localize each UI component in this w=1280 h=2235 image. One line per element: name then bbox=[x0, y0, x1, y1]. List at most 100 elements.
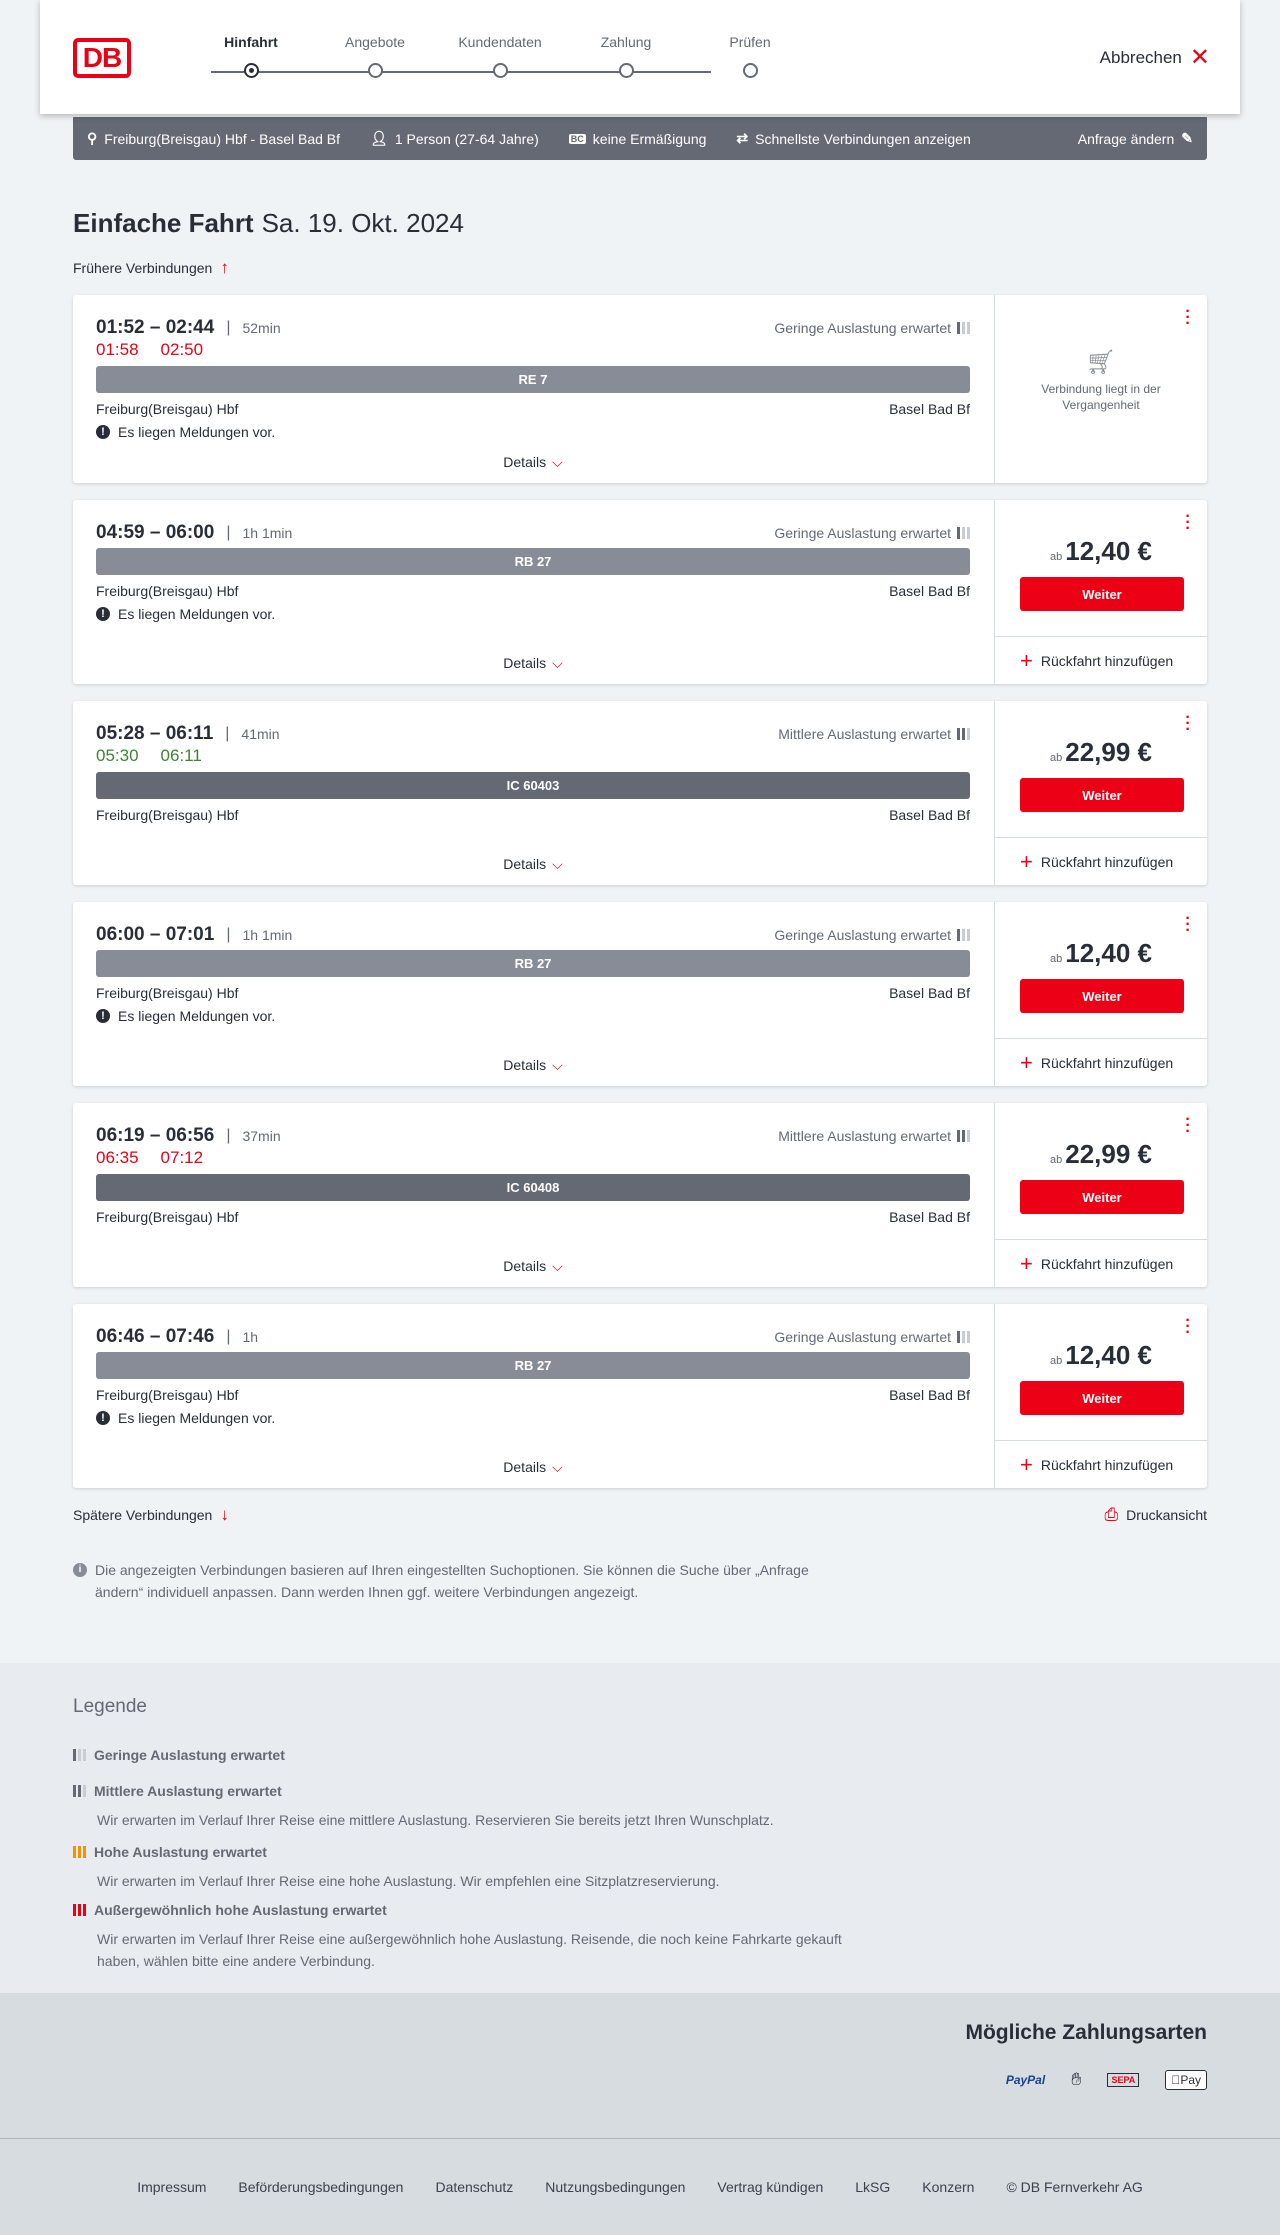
arrival-station: Basel Bad Bf bbox=[889, 1387, 970, 1403]
return-label: Rückfahrt hinzufügen bbox=[1040, 1255, 1174, 1272]
occupancy-status: Mittlere Auslastung erwartet bbox=[778, 726, 970, 742]
train-bar[interactable]: RB 27 bbox=[96, 548, 970, 575]
add-return-button[interactable]: + Rückfahrt hinzufügen bbox=[995, 1239, 1207, 1287]
occupancy-icon bbox=[957, 1331, 970, 1343]
occupancy-label: Geringe Auslastung erwartet bbox=[774, 525, 951, 541]
arrival-station: Basel Bad Bf bbox=[889, 401, 970, 417]
later-connections-link[interactable]: Spätere Verbindungen ↓ bbox=[73, 1505, 229, 1525]
connection-card: 04:59 – 06:00 | 1h 1min Geringe Auslastung… bbox=[73, 500, 1207, 684]
footer-link[interactable]: Konzern bbox=[922, 2179, 975, 2195]
occupancy-icon bbox=[73, 1749, 86, 1761]
footer-link[interactable]: LkSG bbox=[855, 2179, 891, 2195]
location-pin-icon: ⚲ bbox=[87, 130, 98, 146]
footer-link[interactable]: Nutzungsbedingungen bbox=[545, 2179, 686, 2195]
add-return-button[interactable]: + Rückfahrt hinzufügen bbox=[995, 837, 1207, 885]
more-options-icon[interactable]: · · · bbox=[1185, 910, 1191, 939]
past-connection-notice: 🛒︎ Verbindung liegt in der Vergangenheit bbox=[995, 349, 1207, 413]
continue-button[interactable]: Weiter bbox=[1020, 979, 1184, 1013]
price: ab 22,99 € bbox=[995, 737, 1207, 768]
realtime-arrival: 07:12 bbox=[160, 1148, 204, 1167]
occupancy-label: Geringe Auslastung erwartet bbox=[774, 1329, 951, 1345]
alert-icon: ! bbox=[96, 1009, 110, 1023]
duration: 41min bbox=[241, 726, 280, 742]
continue-button[interactable]: Weiter bbox=[1020, 1381, 1184, 1415]
details-toggle[interactable]: Details ⌵ bbox=[96, 1459, 970, 1476]
cart-unavailable-icon: 🛒︎ bbox=[1085, 349, 1117, 376]
occupancy-label: Geringe Auslastung erwartet bbox=[774, 320, 951, 336]
duration: 1h 1min bbox=[242, 525, 293, 541]
more-options-icon[interactable]: · · · bbox=[1185, 303, 1191, 332]
details-toggle[interactable]: Details ⌵ bbox=[96, 856, 970, 873]
footer-link[interactable]: Datenschutz bbox=[435, 2179, 514, 2195]
fastest-toggle[interactable]: ⇄ Schnellste Verbindungen anzeigen bbox=[736, 130, 970, 147]
train-bar[interactable]: RE 7 bbox=[96, 366, 970, 393]
occupancy-icon bbox=[73, 1846, 86, 1858]
scheduled-times: 06:46 – 07:46 bbox=[96, 1326, 215, 1347]
price-value: 12,40 € bbox=[1065, 938, 1152, 968]
train-bar[interactable]: RB 27 bbox=[96, 1352, 970, 1379]
db-logo[interactable]: DB bbox=[73, 38, 131, 78]
step-label: Prüfen bbox=[729, 34, 771, 50]
add-return-button[interactable]: + Rückfahrt hinzufügen bbox=[995, 636, 1207, 684]
details-toggle[interactable]: Details ⌵ bbox=[96, 1258, 970, 1275]
return-label: Rückfahrt hinzufügen bbox=[1040, 1054, 1174, 1071]
connection-card: 05:28 – 06:11 | 41min Mittlere Auslastung … bbox=[73, 701, 1207, 885]
contactless-card-icon: ✋︎ bbox=[1071, 2069, 1082, 2089]
add-return-button[interactable]: + Rückfahrt hinzufügen bbox=[995, 1440, 1207, 1488]
footer-link[interactable]: © DB Fernverkehr AG bbox=[1006, 2179, 1143, 2195]
message-text: Es liegen Meldungen vor. bbox=[118, 1410, 276, 1426]
connection-card: 01:52 – 02:44 | 52min Geringe Auslastung e… bbox=[73, 295, 1207, 483]
return-label: Rückfahrt hinzufügen bbox=[1040, 853, 1174, 870]
more-options-icon[interactable]: · · · bbox=[1185, 1111, 1191, 1140]
alert-icon: ! bbox=[96, 425, 110, 439]
details-toggle[interactable]: Details ⌵ bbox=[96, 1057, 970, 1074]
details-toggle[interactable]: Details ⌵ bbox=[96, 454, 970, 471]
footer-link[interactable]: Beförderungsbedingungen bbox=[238, 2179, 404, 2195]
add-return-button[interactable]: + Rückfahrt hinzufügen bbox=[995, 1038, 1207, 1086]
chevron-down-icon: ⌵ bbox=[552, 856, 563, 872]
connection-card: 06:00 – 07:01 | 1h 1min Geringe Auslastung… bbox=[73, 902, 1207, 1086]
step-dot bbox=[619, 63, 634, 78]
realtime-times: 06:35 07:12 bbox=[96, 1148, 203, 1168]
pencil-icon: ✎ bbox=[1181, 130, 1193, 146]
change-request-button[interactable]: Anfrage ändern ✎ bbox=[1078, 130, 1193, 147]
duration: 1h bbox=[242, 1329, 259, 1345]
arrow-down-icon: ↓ bbox=[220, 1505, 229, 1524]
legend-label: Geringe Auslastung erwartet bbox=[94, 1747, 285, 1763]
more-options-icon[interactable]: · · · bbox=[1185, 508, 1191, 537]
footer-link[interactable]: Vertrag kündigen bbox=[717, 2179, 824, 2195]
earlier-connections-link[interactable]: Frühere Verbindungen ↑ bbox=[73, 258, 229, 278]
continue-button[interactable]: Weiter bbox=[1020, 577, 1184, 611]
cancel-button[interactable]: Abbrechen ✕ bbox=[1100, 46, 1210, 70]
more-options-icon[interactable]: · · · bbox=[1185, 1312, 1191, 1341]
arrival-station: Basel Bad Bf bbox=[889, 985, 970, 1001]
step-dot bbox=[368, 63, 383, 78]
duration: 37min bbox=[242, 1128, 281, 1144]
close-icon: ✕ bbox=[1189, 44, 1210, 71]
footer: Impressum Beförderungsbedingungen Datensch… bbox=[0, 2138, 1280, 2235]
continue-button[interactable]: Weiter bbox=[1020, 778, 1184, 812]
occupancy-status: Mittlere Auslastung erwartet bbox=[778, 1128, 970, 1144]
footer-link[interactable]: Impressum bbox=[137, 2179, 207, 2195]
departure-station: Freiburg(Breisgau) Hbf bbox=[96, 1387, 239, 1403]
step-label: Kundendaten bbox=[458, 34, 542, 50]
info-text: Die angezeigten Verbindungen basieren au… bbox=[95, 1562, 809, 1600]
message-text: Es liegen Meldungen vor. bbox=[118, 1008, 276, 1024]
printer-icon: ⎙ bbox=[1104, 1505, 1119, 1524]
train-bar[interactable]: IC 60403 bbox=[96, 772, 970, 799]
more-options-icon[interactable]: · · · bbox=[1185, 709, 1191, 738]
realtime-times: 05:30 06:11 bbox=[96, 746, 202, 766]
legend-description: Wir erwarten im Verlauf Ihrer Reise eine… bbox=[97, 1873, 720, 1889]
legend-item: Geringe Auslastung erwartet bbox=[73, 1747, 873, 1763]
train-bar[interactable]: RB 27 bbox=[96, 950, 970, 977]
print-view-link[interactable]: ⎙ Druckansicht bbox=[1104, 1505, 1207, 1525]
continue-button[interactable]: Weiter bbox=[1020, 1180, 1184, 1214]
past-text: Verbindung liegt in der Vergangenheit bbox=[1041, 382, 1161, 412]
legend-label: Außergewöhnlich hohe Auslastung erwartet bbox=[94, 1902, 387, 1918]
train-bar[interactable]: IC 60408 bbox=[96, 1174, 970, 1201]
traveller-text: 1 Person (27-64 Jahre) bbox=[394, 130, 539, 147]
arrival-station: Basel Bad Bf bbox=[889, 1209, 970, 1225]
page-title: Einfache Fahrt Sa. 19. Okt. 2024 bbox=[73, 208, 464, 239]
details-toggle[interactable]: Details ⌵ bbox=[96, 655, 970, 672]
alert-icon: ! bbox=[96, 1411, 110, 1425]
